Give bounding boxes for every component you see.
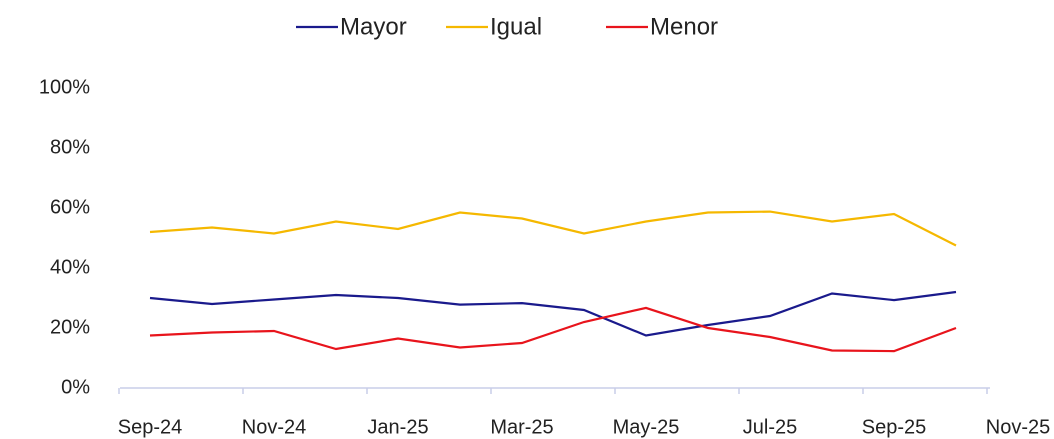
y-tick-label: 60% (50, 196, 90, 218)
legend-label: Mayor (340, 13, 407, 40)
line-series (149, 306, 957, 353)
x-tick-label: Nov-24 (242, 416, 306, 438)
x-tick-label: May-25 (613, 416, 680, 438)
y-tick-label: 20% (50, 316, 90, 338)
y-tick-label: 100% (39, 76, 90, 98)
x-tick-label: Jul-25 (743, 416, 797, 438)
legend-label: Igual (490, 13, 542, 40)
x-tick-label: Mar-25 (490, 416, 553, 438)
x-tick-label: Nov-25 (986, 416, 1050, 438)
x-tick-label: Sep-25 (862, 416, 927, 438)
x-tick-label: Jan-25 (367, 416, 428, 438)
line-series (149, 210, 957, 247)
legend-label: Menor (650, 13, 718, 40)
y-tick-label: 80% (50, 136, 90, 158)
line-series (149, 290, 957, 337)
x-tick-label: Sep-24 (118, 416, 183, 438)
y-tick-label: 0% (61, 376, 90, 398)
y-tick-label: 40% (50, 256, 90, 278)
